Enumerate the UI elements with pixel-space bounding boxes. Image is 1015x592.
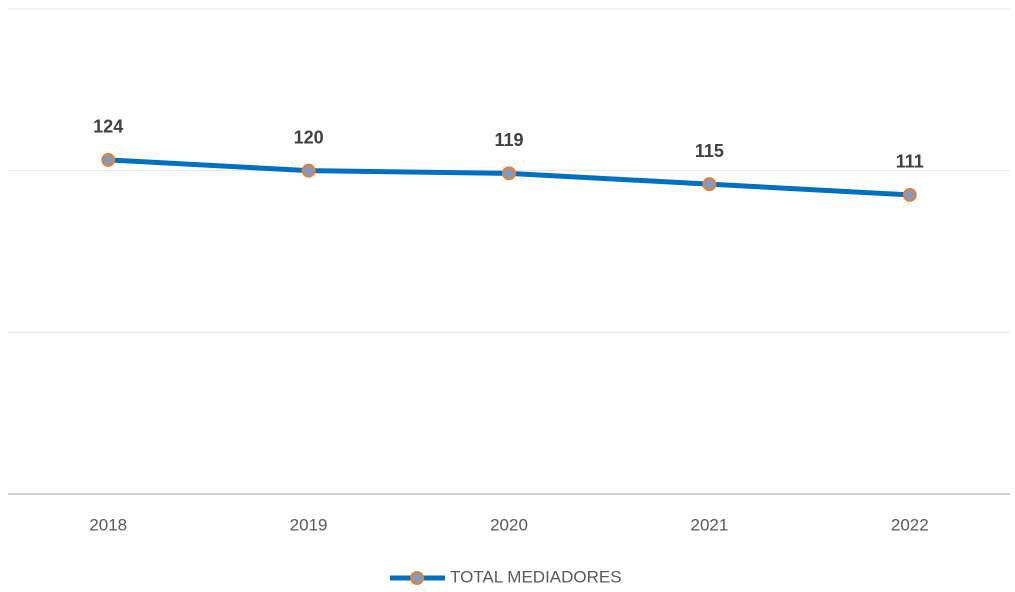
x-tick-label: 2020: [490, 515, 528, 534]
marker: [702, 177, 717, 192]
marker: [301, 163, 316, 178]
data-label: 120: [294, 127, 324, 147]
marker: [101, 152, 116, 167]
data-label: 119: [494, 130, 523, 150]
x-tick-label: 2018: [89, 515, 127, 534]
marker: [502, 166, 516, 181]
marker: [902, 187, 917, 202]
legend-label: TOTAL MEDIADORES: [450, 567, 622, 586]
data-label: 111: [896, 152, 924, 172]
legend-marker: [410, 571, 424, 585]
x-tick-label: 2019: [290, 515, 328, 534]
data-label: 115: [695, 141, 724, 161]
data-label: 124: [93, 117, 123, 137]
x-tick-label: 2022: [891, 515, 929, 534]
x-tick-label: 2021: [690, 515, 728, 534]
